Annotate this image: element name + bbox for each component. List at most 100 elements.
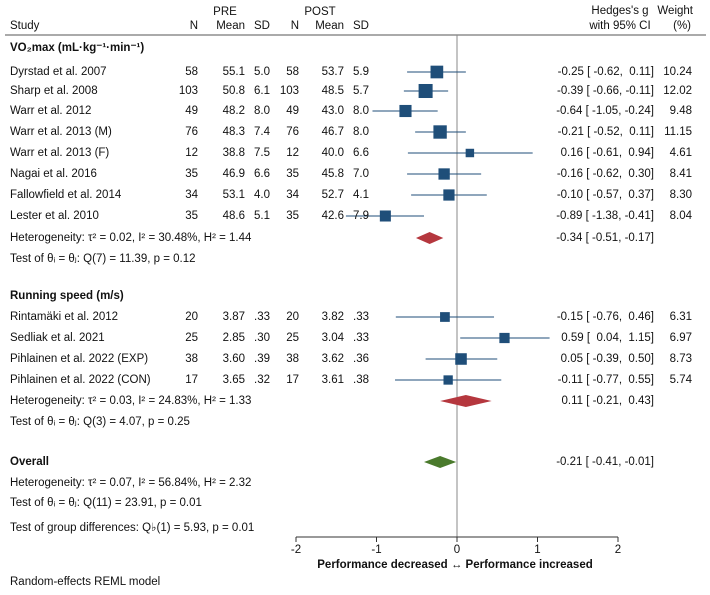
pre-sd: 6.1 [254, 85, 270, 97]
post-n: 34 [286, 189, 299, 201]
post-mean: 42.6 [321, 210, 344, 222]
effect-ci-text: -0.21 [ -0.52, 0.11] [557, 126, 654, 138]
effect-marker [443, 189, 455, 201]
pre-mean: 48.3 [222, 126, 245, 138]
post-sd: .33 [353, 311, 369, 323]
overall-heterogeneity: Heterogeneity: τ² = 0.07, I² = 56.84%, H… [10, 477, 252, 489]
pre-sd: 4.0 [254, 189, 270, 201]
x-tick-label: 0 [453, 544, 461, 556]
pre-n: 25 [185, 332, 198, 344]
post-header: POST [304, 6, 336, 18]
effect-marker [418, 83, 433, 99]
pre-n: 103 [178, 85, 198, 97]
homogeneity-test: Test of θᵢ = θⱼ: Q(7) = 11.39, p = 0.12 [10, 253, 196, 265]
overall-ci-text: -0.21 [ -0.41, -0.01] [556, 456, 654, 468]
pooled-ci-text: 0.11 [ -0.21, 0.43] [558, 395, 655, 407]
x-tick-label: 2 [614, 544, 622, 556]
effect-marker [465, 148, 475, 158]
pre-sd: .30 [254, 332, 270, 344]
post-mean: 3.04 [321, 332, 344, 344]
hedges-header: Hedges's g [591, 5, 649, 17]
weight-value: 8.73 [669, 353, 692, 365]
weight-value: 8.30 [669, 189, 692, 201]
post-mean: 40.0 [321, 147, 344, 159]
weight-value: 8.41 [669, 168, 692, 180]
post-sd: 7.9 [353, 210, 369, 222]
post-sd: 8.0 [353, 105, 369, 117]
effect-marker [443, 375, 453, 385]
pre-n: 76 [185, 126, 198, 138]
group-title: Running speed (m/s) [10, 290, 124, 302]
pre-mean: 3.87 [222, 311, 245, 323]
post-n: 38 [286, 353, 299, 365]
pre-n: 38 [185, 353, 198, 365]
weight-value: 12.02 [663, 85, 692, 97]
overall-title: Overall [10, 456, 49, 468]
post-sd: .36 [353, 353, 369, 365]
subgroup-diamond [415, 232, 444, 244]
post-mean: 53.7 [321, 66, 344, 78]
pooled-ci-text: -0.34 [ -0.51, -0.17] [556, 232, 654, 244]
post-sd: 6.6 [353, 147, 369, 159]
weight-unit-header: (%) [673, 20, 691, 32]
post-mean: 45.8 [321, 168, 344, 180]
pre-mean: 2.85 [222, 332, 245, 344]
effect-ci-text: -0.39 [ -0.66, -0.11] [557, 85, 654, 97]
post-n: 58 [286, 66, 299, 78]
weight-value: 5.74 [669, 374, 692, 386]
heterogeneity-text: Heterogeneity: τ² = 0.03, I² = 24.83%, H… [10, 395, 252, 407]
weight-value: 11.15 [664, 126, 692, 138]
pre-sd: .32 [254, 374, 270, 386]
subgroup-diamond [440, 395, 492, 407]
pre-n: 35 [185, 168, 198, 180]
pre-mean: 48.6 [222, 210, 245, 222]
pre-sd: 7.4 [254, 126, 270, 138]
x-tick-label: -1 [371, 544, 382, 556]
study-name: Warr et al. 2013 (F) [10, 147, 110, 159]
post-sd: .38 [353, 374, 369, 386]
x-axis-caption: Performance decreased ↔ Performance incr… [317, 559, 593, 571]
study-name: Pihlainen et al. 2022 (EXP) [10, 353, 149, 365]
effect-marker [430, 65, 444, 79]
effect-marker [438, 168, 450, 180]
pre-mean: 3.60 [222, 353, 245, 365]
study-name: Pihlainen et al. 2022 (CON) [10, 374, 151, 386]
group-title: VO₂max (mL·kg⁻¹·min⁻¹) [10, 42, 145, 54]
effect-ci-text: -0.10 [ -0.57, 0.37] [556, 189, 654, 201]
overall-diamond [423, 456, 457, 468]
post-sd: 5.9 [353, 66, 369, 78]
pre-n-header: N [189, 20, 198, 32]
pre-n: 35 [185, 210, 198, 222]
ci-header: with 95% CI [589, 20, 651, 32]
post-n: 12 [286, 147, 299, 159]
post-sd: 5.7 [353, 85, 369, 97]
effect-marker [399, 104, 412, 118]
post-n: 103 [279, 85, 299, 97]
pre-sd: .39 [254, 353, 270, 365]
pre-n: 17 [185, 374, 198, 386]
effect-ci-text: 0.16 [ -0.61, 0.94] [557, 147, 654, 159]
post-sd: 4.1 [353, 189, 369, 201]
pre-n: 20 [185, 311, 198, 323]
study-name: Warr et al. 2013 (M) [10, 126, 112, 138]
study-name: Sedliak et al. 2021 [10, 332, 105, 344]
overall-homogeneity-test: Test of θᵢ = θⱼ: Q(11) = 23.91, p = 0.01 [10, 497, 202, 509]
effect-marker [499, 332, 510, 344]
pre-mean: 3.65 [222, 374, 245, 386]
effect-ci-text: -0.64 [ -1.05, -0.24] [556, 105, 654, 117]
footnote: Random-effects REML model [10, 576, 161, 588]
effect-ci-text: -0.25 [ -0.62, 0.11] [557, 66, 654, 78]
effect-ci-text: -0.15 [ -0.76, 0.46] [556, 311, 654, 323]
post-mean: 3.62 [321, 353, 344, 365]
pre-mean: 38.8 [222, 147, 245, 159]
pre-mean: 53.1 [222, 189, 245, 201]
study-name: Dyrstad et al. 2007 [10, 66, 107, 78]
post-n: 20 [286, 311, 299, 323]
study-name: Rintamäki et al. 2012 [10, 311, 119, 323]
study-name: Warr et al. 2012 [10, 105, 92, 117]
post-sd: 7.0 [353, 168, 369, 180]
post-n: 17 [286, 374, 299, 386]
post-mean: 3.61 [321, 374, 344, 386]
pre-sd: 5.1 [254, 210, 270, 222]
